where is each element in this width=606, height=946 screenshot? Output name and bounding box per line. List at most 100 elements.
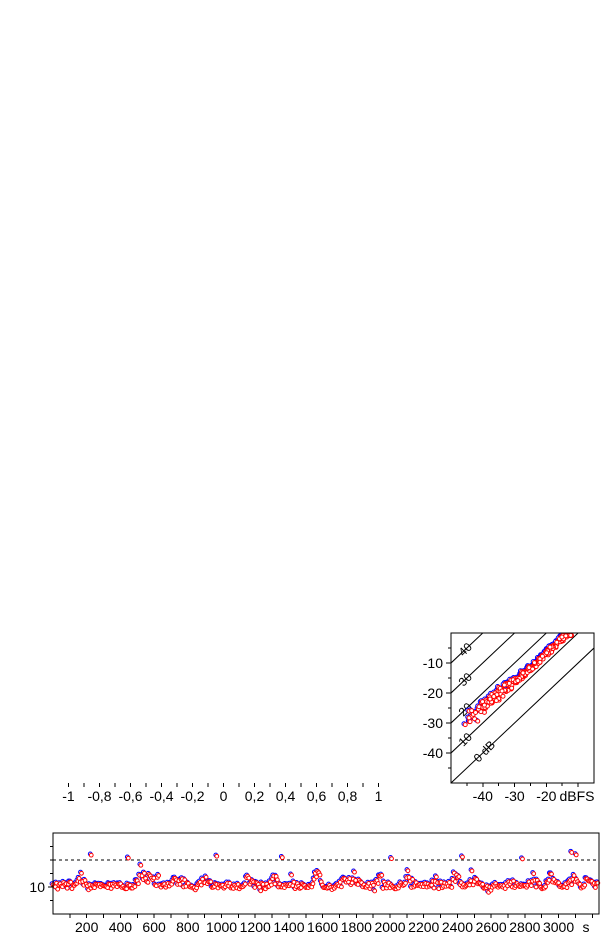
- point-right: [279, 855, 285, 860]
- point-right: [546, 877, 552, 883]
- point-right: [252, 885, 258, 890]
- tick-label: 2200: [408, 919, 439, 935]
- point-right: [456, 874, 462, 879]
- tick-label: -20: [536, 788, 556, 804]
- point-right: [499, 688, 505, 694]
- point-right: [379, 872, 385, 878]
- tick-label: dBFS: [559, 788, 594, 804]
- tick-label: 1400: [273, 919, 304, 935]
- point-right: [531, 871, 537, 877]
- point-right: [227, 880, 233, 886]
- tick-label: 1200: [240, 919, 271, 935]
- point-right: [203, 874, 209, 880]
- point-right: [528, 883, 534, 889]
- point-right: [447, 880, 452, 885]
- point-right: [352, 869, 357, 875]
- scatter-points: [461, 633, 574, 728]
- point-right: [431, 885, 437, 891]
- tick-label: 2800: [509, 919, 540, 935]
- point-right: [571, 873, 577, 878]
- point-right: [530, 666, 536, 672]
- point-right: [569, 850, 575, 855]
- point-right: [509, 685, 515, 691]
- point-right: [289, 872, 294, 878]
- point-right: [274, 877, 280, 883]
- tick-label: -10: [423, 655, 443, 671]
- point-right: [433, 874, 439, 880]
- tick-label: -40: [423, 745, 443, 761]
- point-right: [487, 696, 493, 702]
- point-right: [520, 670, 526, 676]
- point-right: [476, 704, 482, 710]
- point-right: [339, 884, 344, 890]
- point-right: [593, 885, 598, 890]
- crest-diagonal-line: [451, 633, 548, 724]
- histogram-x-axis: -1 -0,8 -0,6 -0,4 -0,2 0 0,2 0,4 0,6 0,8 1: [62, 783, 383, 804]
- crest-diagonal-line: [451, 633, 579, 754]
- tick-label: -0,2: [180, 788, 204, 804]
- point-right: [449, 885, 455, 890]
- tick-label: -30: [504, 788, 524, 804]
- point-right: [124, 886, 129, 892]
- point-right: [136, 881, 141, 887]
- point-right: [520, 856, 525, 862]
- tick-label: 1000: [206, 919, 237, 935]
- point-right: [537, 659, 543, 665]
- point-right: [371, 882, 376, 888]
- tick-label: s: [583, 919, 590, 935]
- tick-label: -0,4: [149, 788, 173, 804]
- point-right: [480, 699, 486, 705]
- point-right: [403, 880, 408, 886]
- point-right: [349, 880, 355, 886]
- point-right: [544, 650, 550, 656]
- crest-diagonal-line: [451, 633, 516, 694]
- point-right: [582, 882, 588, 888]
- point-right: [177, 881, 183, 887]
- point-right: [563, 633, 569, 639]
- point-right: [568, 633, 574, 638]
- point-right: [272, 881, 278, 887]
- point-right: [531, 660, 537, 666]
- point-right: [55, 886, 61, 892]
- tick-label: 0,6: [307, 788, 327, 804]
- point-right: [501, 682, 507, 688]
- point-right: [543, 884, 548, 890]
- point-right: [564, 885, 570, 891]
- point-right: [473, 710, 479, 716]
- tick-label: 1600: [307, 919, 338, 935]
- point-right: [310, 881, 316, 887]
- point-right: [389, 856, 394, 862]
- point-right: [64, 885, 70, 891]
- point-right: [138, 862, 144, 868]
- tick-label: -0,6: [118, 788, 142, 804]
- point-right: [460, 854, 465, 860]
- tick-label: 0,8: [338, 788, 358, 804]
- point-right: [559, 634, 565, 640]
- point-right: [145, 879, 151, 885]
- point-right: [405, 868, 411, 874]
- tick-label: 10: [29, 879, 45, 895]
- point-right: [475, 718, 481, 724]
- tick-label: 3000: [543, 919, 574, 935]
- point-right: [549, 871, 554, 877]
- tick-label: 800: [176, 919, 200, 935]
- crest-diagonal-line: [451, 647, 594, 783]
- point-right: [569, 882, 575, 888]
- tick-label: -1: [62, 788, 75, 804]
- point-right: [462, 722, 468, 728]
- tick-label: 2400: [442, 919, 473, 935]
- point-right: [506, 680, 512, 686]
- tick-label: 200: [75, 919, 99, 935]
- tick-label: 1: [375, 788, 383, 804]
- point-right: [258, 888, 264, 894]
- crest-diagonal-line: [451, 633, 484, 664]
- point-right: [314, 874, 319, 880]
- point-right: [125, 855, 131, 861]
- tick-label: 0,2: [245, 788, 265, 804]
- point-right: [491, 693, 497, 699]
- point-right: [182, 877, 188, 883]
- tick-label: 2000: [374, 919, 405, 935]
- tick-label: -40: [473, 788, 493, 804]
